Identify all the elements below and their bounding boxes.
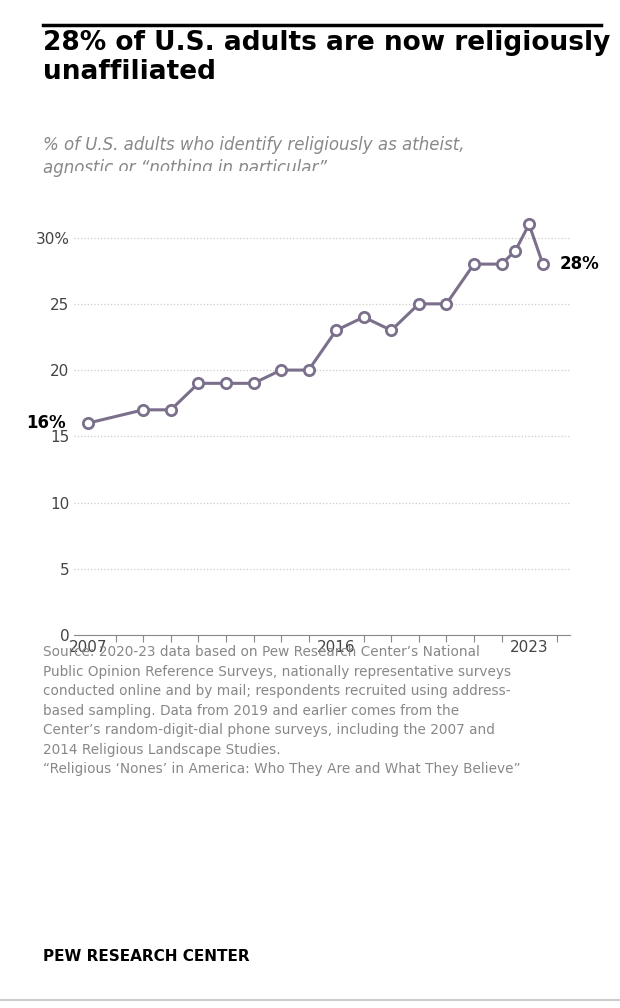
Point: [166, 402, 176, 418]
Point: [249, 375, 259, 391]
Text: PEW RESEARCH CENTER: PEW RESEARCH CENTER: [43, 950, 250, 965]
Point: [441, 295, 451, 311]
Point: [359, 309, 369, 326]
Point: [497, 256, 507, 272]
Point: [276, 362, 286, 378]
Point: [331, 323, 341, 339]
Point: [304, 362, 314, 378]
Text: % of U.S. adults who identify religiously as atheist,
agnostic or “nothing in pa: % of U.S. adults who identify religiousl…: [43, 136, 465, 177]
Point: [414, 295, 424, 311]
Point: [138, 402, 148, 418]
Point: [538, 256, 548, 272]
Point: [386, 323, 396, 339]
Point: [510, 243, 520, 259]
Text: Source: 2020-23 data based on Pew Research Center’s National
Public Opinion Refe: Source: 2020-23 data based on Pew Resear…: [43, 645, 521, 776]
Point: [83, 415, 93, 431]
Text: 28%: 28%: [559, 255, 599, 273]
Point: [193, 375, 203, 391]
Point: [524, 217, 534, 233]
Text: 16%: 16%: [27, 414, 66, 432]
Text: 28% of U.S. adults are now religiously
unaffiliated: 28% of U.S. adults are now religiously u…: [43, 30, 611, 86]
Point: [221, 375, 231, 391]
Point: [469, 256, 479, 272]
